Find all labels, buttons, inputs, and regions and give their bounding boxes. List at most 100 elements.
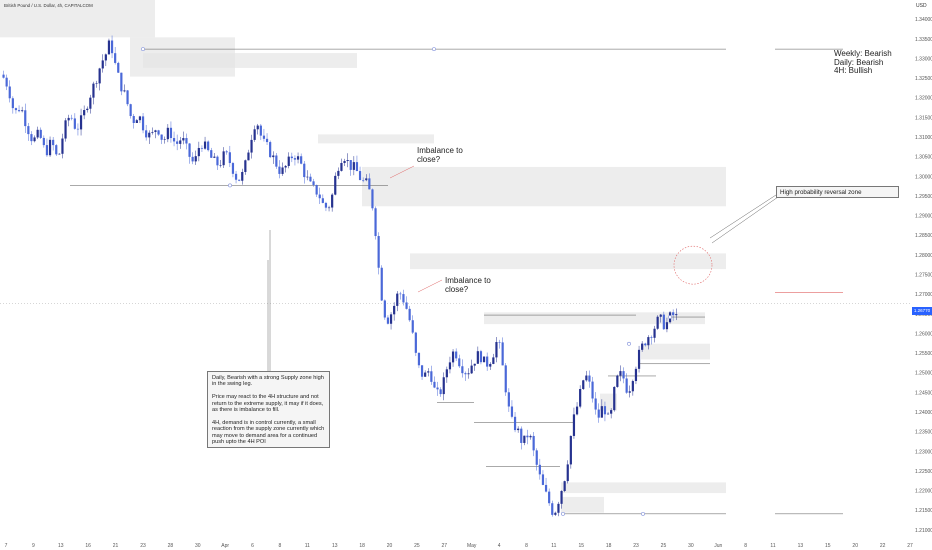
- candle-body: [650, 337, 653, 338]
- candle-body: [603, 406, 607, 415]
- candle-body: [225, 151, 228, 153]
- candle-body: [349, 160, 352, 170]
- candle-body: [424, 372, 427, 377]
- candle-body: [42, 137, 45, 146]
- zone-4: [362, 166, 726, 207]
- candle-body: [312, 181, 315, 185]
- candle-body: [482, 356, 486, 363]
- x-tick-label: 18: [606, 543, 612, 549]
- candle-body: [327, 207, 331, 209]
- candle-body: [73, 118, 76, 129]
- candle-body: [634, 368, 638, 382]
- candle-body: [191, 156, 194, 162]
- candle-body: [64, 120, 67, 139]
- candle-body: [371, 189, 374, 209]
- y-tick-label: 1.25500: [915, 351, 932, 357]
- zone-7: [641, 343, 710, 360]
- candle-body: [513, 416, 517, 431]
- candle-body: [5, 77, 8, 87]
- candle-body: [45, 145, 49, 156]
- candle-body: [510, 406, 514, 417]
- x-tick-label: 11: [305, 543, 310, 549]
- candle-body: [374, 208, 377, 237]
- candle-body: [551, 503, 554, 515]
- candle-body: [222, 151, 225, 166]
- candle-body: [250, 139, 253, 153]
- analysis-note[interactable]: Daily, Bearish with a strong Supply zone…: [207, 371, 330, 448]
- candle-body: [182, 138, 185, 141]
- candle-body: [656, 316, 659, 329]
- y-tick-label: 1.30500: [915, 155, 932, 161]
- candle-body: [641, 343, 644, 350]
- candle-body: [76, 128, 80, 130]
- candle-body: [89, 97, 92, 109]
- candle-body: [451, 351, 455, 363]
- candle-body: [231, 163, 235, 174]
- candle-body: [541, 474, 545, 485]
- candle-body: [145, 130, 148, 138]
- candle-body: [135, 120, 138, 123]
- candle-body: [439, 389, 442, 395]
- zone-5: [410, 253, 726, 270]
- structure-levels: [0, 48, 912, 515]
- candle-body: [79, 115, 83, 130]
- y-tick-label: 1.32000: [915, 96, 932, 102]
- candle-body: [207, 141, 210, 151]
- candle-body: [216, 156, 219, 166]
- y-tick-label: 1.30000: [915, 174, 932, 180]
- x-tick-label: 23: [633, 543, 639, 549]
- candle-body: [579, 389, 582, 407]
- candle-body: [117, 62, 120, 73]
- x-tick-label: 7: [5, 543, 8, 549]
- y-tick-label: 1.28500: [915, 233, 932, 239]
- candle-body: [129, 104, 132, 117]
- x-tick-label: 8: [525, 543, 528, 549]
- candle-body: [55, 145, 58, 155]
- candle-body: [219, 165, 222, 166]
- candle-body: [337, 170, 340, 176]
- x-tick-label: 4: [498, 543, 501, 549]
- candle-body: [358, 171, 362, 181]
- candle-body: [163, 139, 166, 140]
- candle-body: [126, 90, 129, 105]
- candle-body: [532, 435, 535, 451]
- candle-body: [557, 503, 560, 513]
- candle-body: [324, 202, 328, 208]
- candle-body: [572, 414, 576, 436]
- candle-body: [172, 138, 176, 142]
- candle-body: [104, 54, 107, 61]
- y-tick-label: 1.22000: [915, 489, 932, 495]
- x-tick-label: 18: [359, 543, 365, 549]
- candle-body: [591, 381, 594, 399]
- candle-body: [343, 161, 346, 163]
- candle-body: [529, 435, 532, 438]
- candle-body: [290, 156, 293, 159]
- candle-body: [179, 140, 182, 144]
- candle-body: [647, 337, 650, 346]
- candle-body: [417, 352, 421, 366]
- candle-body: [95, 83, 98, 84]
- candle-body: [157, 130, 160, 135]
- price-axis: 1.34000 1.33500 1.33000 1.32500 1.32000 1.315…: [915, 17, 932, 534]
- y-tick-label: 1.34000: [915, 17, 932, 23]
- candle-body: [61, 138, 64, 154]
- candle-body: [495, 342, 498, 358]
- y-tick-label: 1.22500: [915, 469, 932, 475]
- candle-body: [448, 362, 452, 370]
- y-tick-label: 1.31000: [915, 135, 932, 141]
- candle-body: [334, 175, 337, 195]
- candle-body: [597, 409, 600, 418]
- candle-body: [489, 363, 492, 367]
- x-tick-label: May: [467, 543, 477, 549]
- candle-body: [393, 305, 396, 315]
- candle-body: [637, 349, 641, 369]
- candle-body: [498, 342, 501, 343]
- candle-body: [8, 86, 11, 99]
- candle-body: [672, 312, 675, 316]
- y-tick-label: 1.33000: [915, 56, 932, 62]
- zone-9: [561, 482, 726, 494]
- candle-body: [594, 398, 597, 410]
- reversal-zone-callout[interactable]: High probability reversal zone: [776, 186, 899, 198]
